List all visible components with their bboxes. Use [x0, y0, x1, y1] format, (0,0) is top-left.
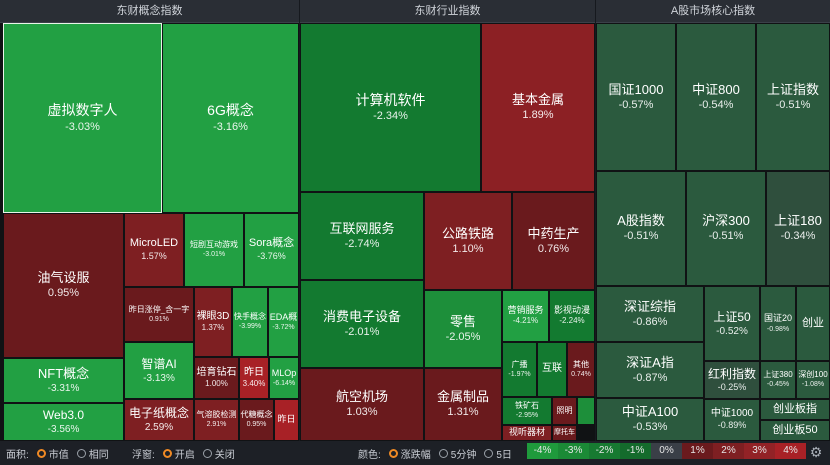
- area-option-group: 面积: 市值 相同: [6, 441, 109, 465]
- tile-highway-railway[interactable]: 公路铁路 1.10%: [424, 192, 512, 290]
- tile-guozheng-20[interactable]: 国证20 -0.98%: [760, 286, 796, 361]
- tile-chinext[interactable]: 创业: [796, 286, 830, 361]
- panel-title: 东财概念指数: [0, 0, 299, 23]
- tile-chinext-50[interactable]: 创业板50: [760, 420, 830, 441]
- tile-kuaishou[interactable]: 快手概念 -3.99%: [232, 287, 268, 357]
- legend-swatch: -2%: [589, 443, 620, 459]
- tile-aerosol[interactable]: 气溶胶检测 2.91%: [194, 399, 239, 441]
- tile-airport[interactable]: 航空机场 1.03%: [300, 368, 424, 441]
- tile-diamond[interactable]: 培育钻石 1.00%: [194, 357, 239, 399]
- legend-swatch: -4%: [527, 443, 558, 459]
- panel-title: 东财行业指数: [300, 0, 595, 23]
- area-equal-label: 相同: [88, 449, 109, 461]
- legend-swatch: 1%: [682, 443, 713, 459]
- legend-swatch: 0%: [651, 443, 682, 459]
- color-5min-radio[interactable]: [438, 448, 448, 458]
- legend-swatch: -1%: [620, 443, 651, 459]
- tile-yesterday-1[interactable]: 昨日 3.40%: [239, 357, 269, 399]
- tile-chinext-index[interactable]: 创业板指: [760, 399, 830, 420]
- color-5min-label: 5分钟: [450, 449, 477, 461]
- color-5day-label: 5日: [496, 449, 512, 461]
- tile-av-equipment[interactable]: 视听器材: [502, 425, 552, 441]
- tile-motorcycle[interactable]: 摩托车: [552, 425, 577, 441]
- tile-csi-800[interactable]: 中证800 -0.54%: [676, 23, 756, 171]
- tile-virtual-human[interactable]: 虚拟数字人 -3.03%: [3, 23, 162, 213]
- legend-swatch: 4%: [775, 443, 806, 459]
- tile-sora[interactable]: Sora概念 -3.76%: [244, 213, 299, 287]
- tile-limit-up[interactable]: 昨日涨停_含一字 0.91%: [124, 287, 194, 342]
- area-market-cap-label: 市值: [48, 449, 69, 461]
- float-off-radio[interactable]: [202, 448, 212, 458]
- tile-internet-services[interactable]: 互联网服务 -2.74%: [300, 192, 424, 280]
- tile-software[interactable]: 计算机软件 -2.34%: [300, 23, 481, 192]
- tile-marketing[interactable]: 营销服务 -4.21%: [502, 290, 549, 342]
- tile-naked-3d[interactable]: 裸眼3D 1.37%: [194, 287, 232, 357]
- tile-base-metals[interactable]: 基本金属 1.89%: [481, 23, 595, 192]
- tile-sweetener[interactable]: 代糖概念 0.95%: [239, 399, 274, 441]
- float-option-group: 浮窗: 开启 关闭: [132, 441, 235, 465]
- tile-szse-innovation-100[interactable]: 深创100 -1.08%: [796, 361, 830, 399]
- tile-retail[interactable]: 零售 -2.05%: [424, 290, 502, 368]
- tile-szse-a[interactable]: 深证A指 -0.87%: [596, 342, 704, 398]
- tile-csi-300[interactable]: 沪深300 -0.51%: [686, 171, 766, 286]
- tile-other[interactable]: 其他 0.74%: [567, 342, 595, 397]
- color-change-label: 涨跌幅: [400, 449, 431, 461]
- tile-microled[interactable]: MicroLED 1.57%: [124, 213, 184, 287]
- footer-bar: 面积: 市值 相同 浮窗: 开启 关闭 颜色: 涨跌幅 5分钟 5日: [0, 441, 830, 465]
- tile-csi-a100[interactable]: 中证A100 -0.53%: [596, 398, 704, 441]
- float-on-radio[interactable]: [162, 448, 172, 458]
- area-market-cap-radio[interactable]: [36, 448, 46, 458]
- tile-iron-ore[interactable]: 铁矿石 -2.95%: [502, 397, 552, 425]
- tile-sse-composite[interactable]: 上证指数 -0.51%: [756, 23, 830, 171]
- tile-dividend[interactable]: 红利指数 -0.25%: [704, 361, 760, 399]
- float-off-label: 关闭: [214, 449, 235, 461]
- tile-metal-products[interactable]: 金属制品 1.31%: [424, 368, 502, 441]
- legend-swatch: 2%: [713, 443, 744, 459]
- float-label: 浮窗:: [132, 449, 155, 461]
- tile-e-paper[interactable]: 电子纸概念 2.59%: [124, 399, 194, 441]
- gear-icon[interactable]: ⚙: [809, 444, 823, 460]
- tile-szse-composite[interactable]: 深证综指 -0.86%: [596, 286, 704, 342]
- tile-small[interactable]: [577, 397, 595, 425]
- color-change-radio[interactable]: [388, 448, 398, 458]
- float-on-label: 开启: [174, 449, 195, 461]
- tile-consumer-electronics[interactable]: 消费电子设备 -2.01%: [300, 280, 424, 368]
- color-5day-radio[interactable]: [484, 448, 494, 458]
- tile-6g[interactable]: 6G概念 -3.16%: [162, 23, 299, 213]
- tile-sse-380[interactable]: 上证380 -0.45%: [760, 361, 796, 399]
- tile-csi-1000[interactable]: 中证1000 -0.89%: [704, 399, 760, 441]
- color-label: 颜色:: [358, 449, 381, 461]
- tile-broadcast[interactable]: 广播 -1.97%: [502, 342, 537, 397]
- tile-sse-50[interactable]: 上证50 -0.52%: [704, 286, 760, 361]
- tile-mlops[interactable]: MLOp -6.14%: [269, 357, 299, 399]
- color-legend: -4% -3% -2% -1% 0% 1% 2% 3% 4%: [527, 443, 806, 459]
- legend-swatch: 3%: [744, 443, 775, 459]
- area-label: 面积:: [6, 449, 29, 461]
- tile-tcm[interactable]: 中药生产 0.76%: [512, 192, 595, 290]
- tile-eda[interactable]: EDA概 -3.72%: [268, 287, 299, 357]
- legend-swatch: -3%: [558, 443, 589, 459]
- tile-guozheng-1000[interactable]: 国证1000 -0.57%: [596, 23, 676, 171]
- tile-web3[interactable]: Web3.0 -3.56%: [3, 403, 124, 441]
- panel-title: A股市场核心指数: [596, 0, 830, 23]
- area-equal-radio[interactable]: [76, 448, 86, 458]
- tile-internet-2[interactable]: 互联: [537, 342, 567, 397]
- tile-yesterday-2[interactable]: 昨日: [274, 399, 299, 441]
- tile-a-share[interactable]: A股指数 -0.51%: [596, 171, 686, 286]
- tile-nft[interactable]: NFT概念 -3.31%: [3, 358, 124, 403]
- tile-film-animation[interactable]: 影视动漫 -2.24%: [549, 290, 595, 342]
- color-option-group: 颜色: 涨跌幅 5分钟 5日: [358, 441, 512, 465]
- tile-oil-gas[interactable]: 油气设服 0.95%: [3, 213, 124, 358]
- tile-short-drama[interactable]: 短剧互动游戏 -3.01%: [184, 213, 244, 287]
- tile-lighting[interactable]: 照明: [552, 397, 577, 425]
- tile-sse-180[interactable]: 上证180 -0.34%: [766, 171, 830, 286]
- tile-zhipu-ai[interactable]: 智谱AI -3.13%: [124, 342, 194, 399]
